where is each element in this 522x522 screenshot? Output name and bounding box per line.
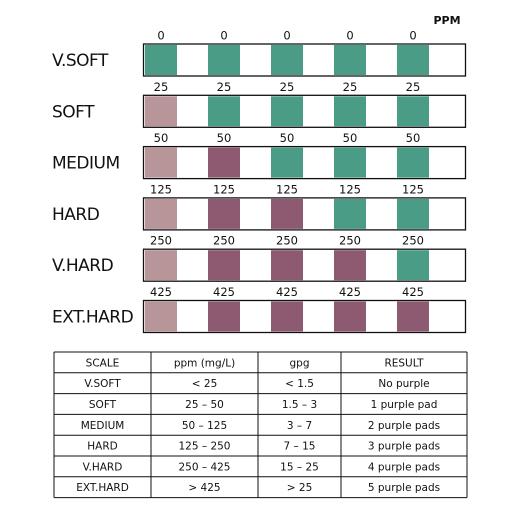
table-cell: EXT.HARD (76, 482, 129, 494)
strip-label: EXT.HARD (52, 308, 134, 328)
pad-value: 125 (402, 182, 424, 196)
pad (208, 147, 240, 178)
pad-value: 125 (276, 182, 298, 196)
strip-label: MEDIUM (52, 154, 120, 174)
pad (145, 96, 177, 127)
pad (397, 301, 429, 332)
table-cell: > 425 (188, 482, 220, 494)
pad (397, 198, 429, 229)
pad (271, 301, 303, 332)
table-cell: MEDIUM (81, 420, 125, 432)
pad-value: 0 (409, 29, 416, 43)
pad (334, 96, 366, 127)
pad (334, 45, 366, 75)
pad-value: 425 (276, 285, 298, 299)
table-cell: HARD (87, 441, 117, 453)
table-cell: 25 – 50 (185, 399, 224, 411)
pad (397, 45, 429, 75)
pad-value: 125 (213, 182, 235, 196)
pad-value: 0 (346, 29, 353, 43)
table-cell: SCALE (86, 357, 120, 369)
pad-value: 50 (406, 131, 421, 145)
pad-value: 0 (283, 29, 290, 43)
pad-value: 25 (217, 80, 232, 94)
table-cell: RESULT (384, 357, 424, 369)
table-cell: > 25 (287, 482, 313, 494)
pad-value: 425 (339, 285, 361, 299)
pad-value: 50 (154, 131, 169, 145)
pad-value: 425 (402, 285, 424, 299)
pad (145, 45, 177, 75)
strip-label: HARD (52, 205, 100, 225)
pad (145, 250, 177, 281)
pad-value: 250 (150, 234, 172, 248)
table-cell: No purple (378, 378, 429, 390)
strip-label: V.HARD (52, 256, 114, 276)
table-cell: 4 purple pads (368, 461, 440, 473)
pad (334, 147, 366, 178)
pad-value: 0 (157, 29, 164, 43)
strip-label: V.SOFT (52, 51, 109, 71)
pad (271, 147, 303, 178)
pad-value: 25 (154, 80, 169, 94)
pad-value: 250 (276, 234, 298, 248)
table-cell: 15 – 25 (280, 461, 319, 473)
pad-value: 125 (339, 182, 361, 196)
pad (397, 96, 429, 127)
pad-value: 250 (402, 234, 424, 248)
pad-value: 50 (343, 131, 358, 145)
pad (334, 250, 366, 281)
table-cell: 50 – 125 (182, 420, 227, 432)
table-cell: 1.5 – 3 (282, 399, 317, 411)
pad-value: 25 (343, 80, 358, 94)
pad-value: 425 (150, 285, 172, 299)
pad (145, 147, 177, 178)
pad-value: 25 (406, 80, 421, 94)
table-cell: V.SOFT (84, 378, 121, 390)
table-cell: < 1.5 (285, 378, 314, 390)
table-cell: ppm (mg/L) (174, 357, 235, 369)
pad-value: 0 (220, 29, 227, 43)
unit-label: PPM (433, 14, 460, 27)
pad (271, 250, 303, 281)
pad (208, 301, 240, 332)
table-cell: < 25 (192, 378, 218, 390)
table-cell: gpg (290, 357, 310, 369)
table-cell: 2 purple pads (368, 420, 440, 432)
pad (334, 301, 366, 332)
table-cell: V.HARD (83, 461, 123, 473)
pad-value: 50 (280, 131, 295, 145)
pad-value: 25 (280, 80, 295, 94)
pad (208, 198, 240, 229)
pad-value: 250 (339, 234, 361, 248)
table-cell: 1 purple pad (371, 399, 438, 411)
pad (208, 250, 240, 281)
pad (334, 198, 366, 229)
pad (145, 301, 177, 332)
pad (208, 96, 240, 127)
pad-value: 425 (213, 285, 235, 299)
table-cell: SOFT (89, 399, 117, 411)
pad (208, 45, 240, 75)
strip-label: SOFT (52, 102, 95, 122)
pad (397, 147, 429, 178)
table-cell: 125 – 250 (178, 441, 230, 453)
pad (271, 96, 303, 127)
pad-value: 50 (217, 131, 232, 145)
table-cell: 3 purple pads (368, 441, 440, 453)
pad (145, 198, 177, 229)
table-cell: 3 – 7 (287, 420, 312, 432)
table-cell: 250 – 425 (178, 461, 230, 473)
pad-value: 125 (150, 182, 172, 196)
table-cell: 7 – 15 (284, 441, 316, 453)
pad (397, 250, 429, 281)
pad-value: 250 (213, 234, 235, 248)
pad (271, 45, 303, 75)
pad (271, 198, 303, 229)
table-cell: 5 purple pads (368, 482, 440, 494)
